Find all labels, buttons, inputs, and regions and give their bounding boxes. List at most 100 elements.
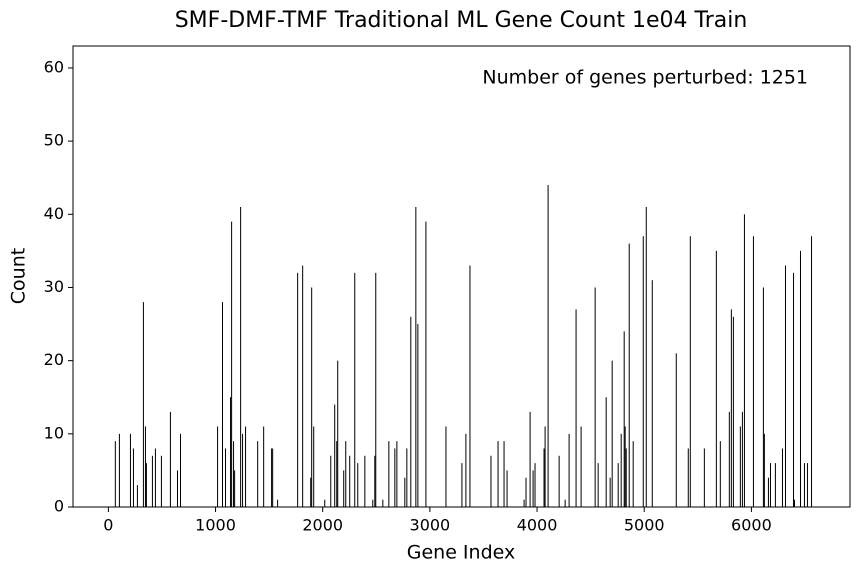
bar bbox=[732, 316, 734, 507]
bar bbox=[529, 411, 531, 507]
bar bbox=[445, 426, 447, 507]
bar bbox=[375, 272, 377, 507]
bar bbox=[394, 448, 396, 507]
x-tick-label: 6000 bbox=[731, 516, 772, 535]
bar bbox=[525, 477, 527, 507]
bar bbox=[547, 185, 549, 508]
annotation: Number of genes perturbed: 1251 bbox=[482, 67, 808, 89]
bar bbox=[271, 448, 273, 507]
bar bbox=[313, 426, 315, 507]
bar bbox=[231, 221, 233, 507]
bar bbox=[302, 265, 304, 507]
bar bbox=[154, 448, 156, 507]
bar bbox=[374, 455, 376, 507]
bar bbox=[336, 441, 338, 507]
bar bbox=[642, 236, 644, 507]
bar bbox=[715, 250, 717, 507]
bar bbox=[382, 499, 384, 507]
bar bbox=[624, 426, 626, 507]
bar bbox=[558, 455, 560, 507]
bar bbox=[617, 463, 619, 507]
bar bbox=[623, 331, 625, 507]
bar bbox=[310, 477, 312, 507]
bar bbox=[728, 411, 730, 507]
bar bbox=[611, 360, 613, 507]
bar bbox=[230, 397, 232, 507]
bar bbox=[575, 309, 577, 507]
bar bbox=[263, 426, 265, 507]
chart-title: SMF-DMF-TMF Traditional ML Gene Count 1e… bbox=[175, 8, 748, 33]
bar bbox=[741, 411, 743, 507]
bar bbox=[272, 448, 274, 507]
bar bbox=[354, 272, 356, 507]
y-tick-label: 20 bbox=[44, 350, 64, 369]
bar bbox=[114, 441, 116, 507]
bar bbox=[523, 499, 525, 507]
bar bbox=[357, 463, 359, 507]
bar bbox=[245, 426, 247, 507]
bar bbox=[625, 448, 627, 507]
bar bbox=[811, 236, 813, 507]
bar bbox=[364, 455, 366, 507]
bar bbox=[160, 455, 162, 507]
bar bbox=[564, 499, 566, 507]
bar bbox=[651, 280, 653, 507]
bar bbox=[233, 441, 235, 507]
bar bbox=[719, 441, 721, 507]
x-tick-label: 5000 bbox=[624, 516, 665, 535]
y-tick-label: 10 bbox=[44, 423, 64, 442]
y-tick-label: 0 bbox=[54, 497, 64, 516]
x-tick-label: 4000 bbox=[517, 516, 558, 535]
bar bbox=[803, 463, 805, 507]
bar bbox=[645, 206, 647, 507]
bar bbox=[675, 353, 677, 507]
bar bbox=[330, 455, 332, 507]
bar bbox=[132, 448, 134, 507]
bar bbox=[532, 470, 534, 507]
bar bbox=[337, 360, 339, 507]
bar bbox=[396, 441, 398, 507]
bar bbox=[461, 463, 463, 507]
bar bbox=[687, 448, 689, 507]
bar bbox=[506, 470, 508, 507]
bar bbox=[465, 433, 467, 507]
x-tick-label: 3000 bbox=[410, 516, 451, 535]
x-tick-label: 2000 bbox=[302, 516, 343, 535]
bar bbox=[311, 287, 313, 507]
x-axis-label: Gene Index bbox=[407, 542, 516, 564]
bar bbox=[497, 441, 499, 507]
bar bbox=[543, 448, 545, 507]
y-tick-label: 40 bbox=[44, 204, 64, 223]
bar bbox=[169, 411, 171, 507]
bar bbox=[689, 236, 691, 507]
bar bbox=[767, 477, 769, 507]
bar bbox=[176, 470, 178, 507]
bar bbox=[410, 316, 412, 507]
bar bbox=[129, 433, 131, 507]
bar bbox=[490, 455, 492, 507]
bar bbox=[345, 441, 347, 507]
y-tick-label: 50 bbox=[44, 131, 64, 150]
bar bbox=[217, 426, 219, 507]
bar bbox=[406, 448, 408, 507]
bar bbox=[372, 499, 374, 507]
bar bbox=[324, 499, 326, 507]
bar bbox=[136, 485, 138, 507]
bar bbox=[806, 463, 808, 507]
bar bbox=[580, 426, 582, 507]
bar bbox=[179, 433, 181, 507]
bar bbox=[404, 477, 406, 507]
bar bbox=[343, 470, 345, 507]
bar bbox=[609, 477, 611, 507]
bar bbox=[703, 448, 705, 507]
bar bbox=[799, 250, 801, 507]
bar bbox=[240, 206, 242, 507]
bar bbox=[739, 426, 741, 507]
bar bbox=[145, 463, 147, 507]
bar bbox=[784, 265, 786, 507]
bar bbox=[144, 426, 146, 507]
bar bbox=[781, 448, 783, 507]
bar bbox=[793, 499, 795, 507]
bar bbox=[151, 455, 153, 507]
